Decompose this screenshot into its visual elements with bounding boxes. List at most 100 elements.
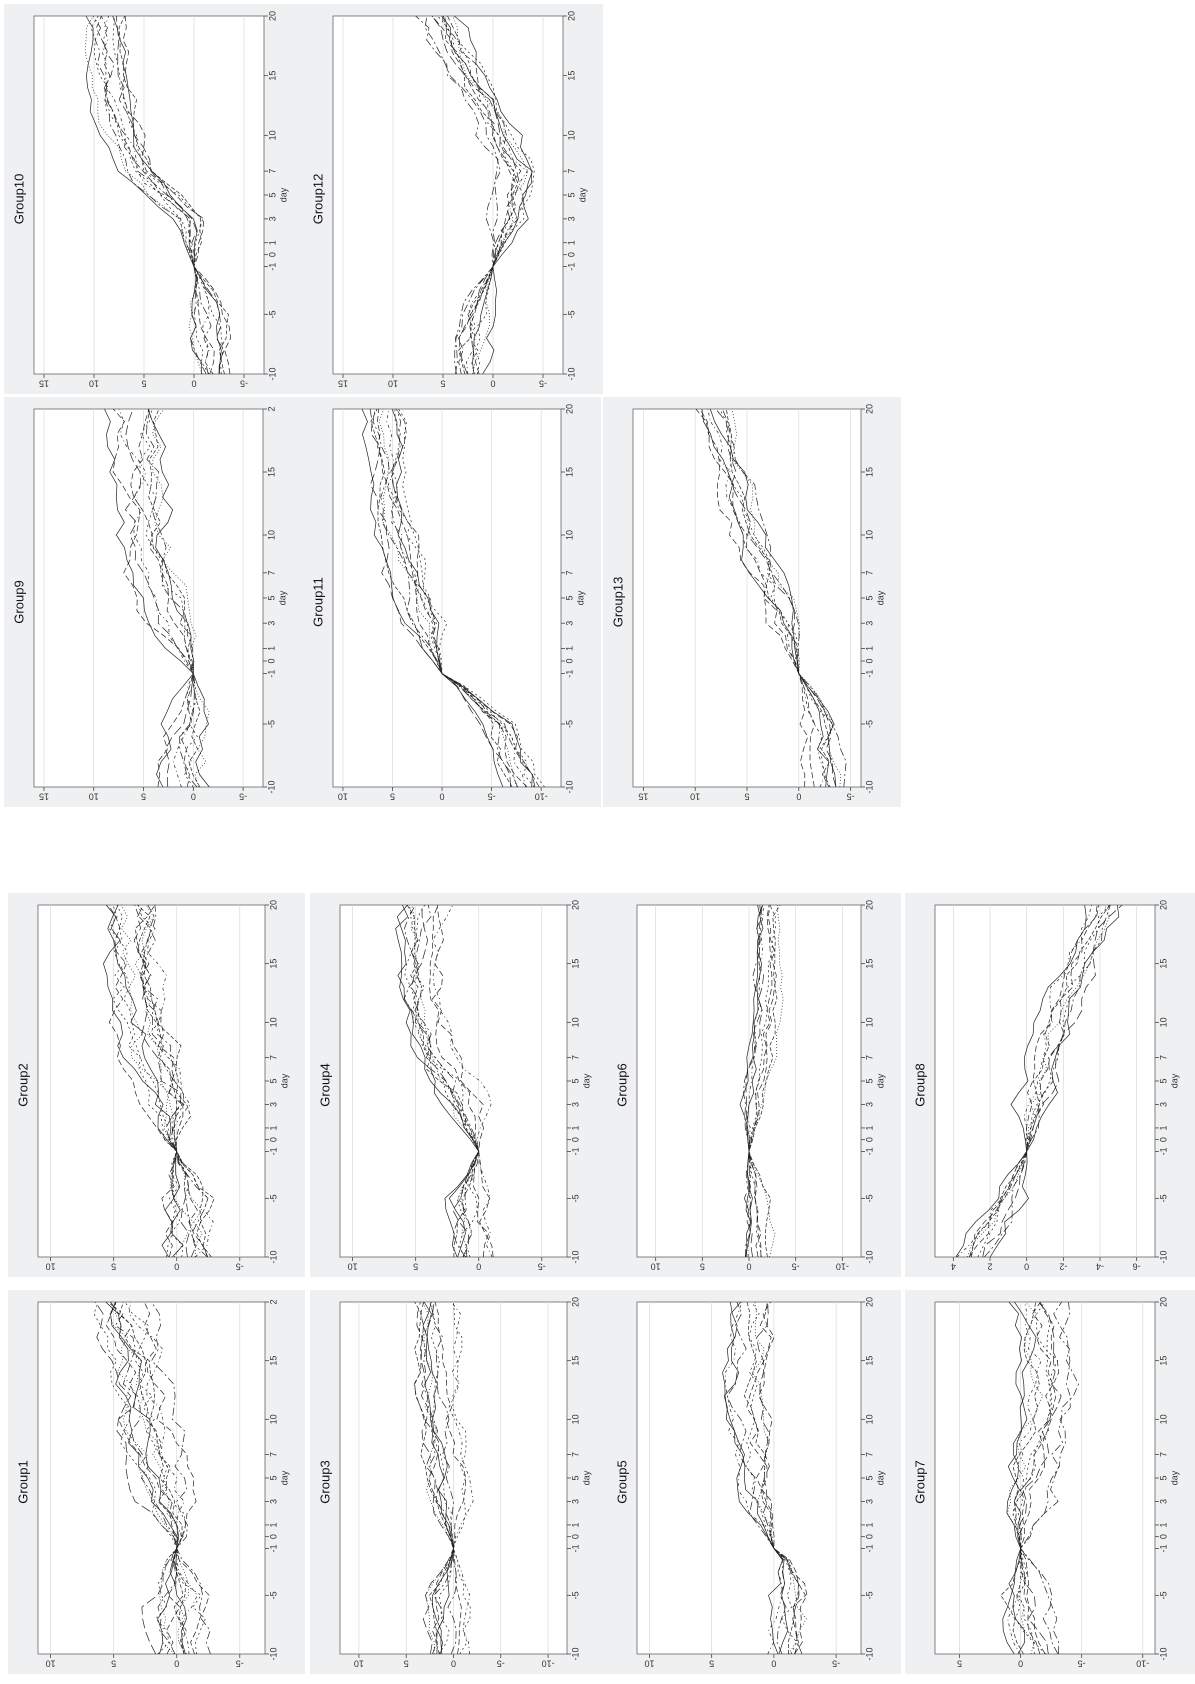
x-tick-label: 15 (566, 71, 576, 81)
series-line (756, 1301, 806, 1655)
x-tick-label: 15 (864, 959, 874, 969)
x-tick-label: -5 (570, 1591, 580, 1599)
series-line (105, 1301, 178, 1655)
y-tick-label: 10 (644, 1659, 654, 1669)
series-line (744, 904, 764, 1258)
x-tick-label: 1 (1158, 1125, 1168, 1130)
y-tick-label: -5 (792, 1262, 800, 1272)
x-tick-label: 0 (268, 1137, 278, 1142)
x-tick-label: 10 (570, 1017, 580, 1027)
x-tick-label: -10 (268, 1250, 278, 1263)
x-tick-label: 5 (1158, 1078, 1168, 1083)
x-tick-label: 10 (268, 1414, 278, 1424)
plot-area (934, 904, 1156, 1258)
series-line (413, 904, 480, 1258)
x-tick-label: 0 (564, 658, 574, 663)
series-line (109, 1301, 178, 1655)
x-tick-label: 7 (266, 570, 276, 575)
x-tick-label: 0 (864, 1137, 874, 1142)
x-tick-label: -1 (1158, 1544, 1168, 1552)
series-line (115, 1302, 190, 1655)
x-tick-label: 10 (1158, 1017, 1168, 1027)
x-tick-label: 15 (570, 959, 580, 969)
x-tick-label: 5 (266, 595, 276, 600)
x-tick-label: 3 (864, 1102, 874, 1107)
series-line (745, 1301, 798, 1655)
x-tick-label: 7 (566, 169, 576, 174)
x-tick-label: 3 (864, 621, 874, 626)
series-line (1020, 1301, 1079, 1655)
x-tick-label: 0 (570, 1534, 580, 1539)
series-line (151, 1301, 211, 1655)
series-line (108, 904, 184, 1258)
plot-area (33, 408, 264, 788)
series-line (110, 1301, 187, 1655)
series-line (410, 904, 480, 1257)
x-tick-label: 7 (864, 1452, 874, 1457)
series-line (971, 904, 1111, 1258)
x-tick-label: 5 (268, 1475, 278, 1480)
x-tick-label: 1 (570, 1522, 580, 1527)
y-tick-label: 5 (390, 792, 395, 802)
y-tick-label: -5 (832, 1659, 840, 1669)
chart-title: Group4 (317, 1063, 332, 1106)
y-tick-label: 15 (39, 792, 49, 802)
x-tick-label: 7 (268, 1055, 278, 1060)
x-axis-label: day (875, 1073, 885, 1088)
y-tick-label: 15 (638, 792, 648, 802)
series-line (437, 15, 515, 375)
x-tick-label: 7 (564, 570, 574, 575)
series-line (1019, 1301, 1062, 1655)
x-tick-label: -10 (266, 780, 276, 793)
x-tick-label: 5 (267, 192, 277, 197)
x-axis-label: day (575, 590, 585, 605)
series-line (396, 904, 480, 1258)
x-tick-label: 7 (864, 1055, 874, 1060)
y-tick-label: 0 (796, 792, 801, 802)
x-axis-label: day (279, 1073, 289, 1088)
x-tick-label: 0 (864, 658, 874, 663)
series-line (748, 904, 777, 1258)
x-tick-label: -5 (268, 1591, 278, 1599)
x-tick-label: 0 (1158, 1534, 1168, 1539)
series-line (391, 408, 540, 788)
series-line (101, 15, 214, 375)
x-tick-label: 5 (1158, 1475, 1168, 1480)
x-tick-label: 3 (564, 621, 574, 626)
plot-area (636, 1301, 862, 1655)
series-line (434, 1301, 467, 1655)
x-tick-label: 15 (570, 1356, 580, 1366)
x-tick-label: 1 (1158, 1522, 1168, 1527)
x-tick-label: 20 (864, 900, 874, 910)
y-tick-label: 0 (174, 1659, 179, 1669)
series-line (370, 408, 513, 788)
y-tick-label: -10 (836, 1262, 849, 1272)
x-tick-label: 20 (566, 11, 576, 21)
x-tick-label: 7 (864, 570, 874, 575)
y-tick-label: -5 (497, 1659, 505, 1669)
x-axis-label: day (875, 1470, 885, 1485)
x-tick-label: 1 (566, 240, 576, 245)
x-tick-label: 15 (864, 467, 874, 477)
chart-title: Group8 (912, 1063, 927, 1106)
series-line (748, 904, 776, 1257)
y-tick-label: 0 (771, 1659, 776, 1669)
series-line (391, 408, 533, 788)
series-line (137, 904, 215, 1258)
y-tick-label: 0 (746, 1262, 751, 1272)
series-line (745, 904, 764, 1258)
x-tick-label: 20 (570, 1297, 580, 1307)
x-tick-label: 1 (864, 646, 874, 651)
chart-title: Group13 (610, 577, 625, 628)
x-axis-label: day (278, 187, 288, 202)
x-tick-label: -10 (566, 367, 576, 380)
x-tick-label: -10 (268, 1647, 278, 1660)
chart-title: Group5 (614, 1460, 629, 1503)
x-tick-label: 10 (864, 1017, 874, 1027)
x-tick-label: 10 (864, 1414, 874, 1424)
